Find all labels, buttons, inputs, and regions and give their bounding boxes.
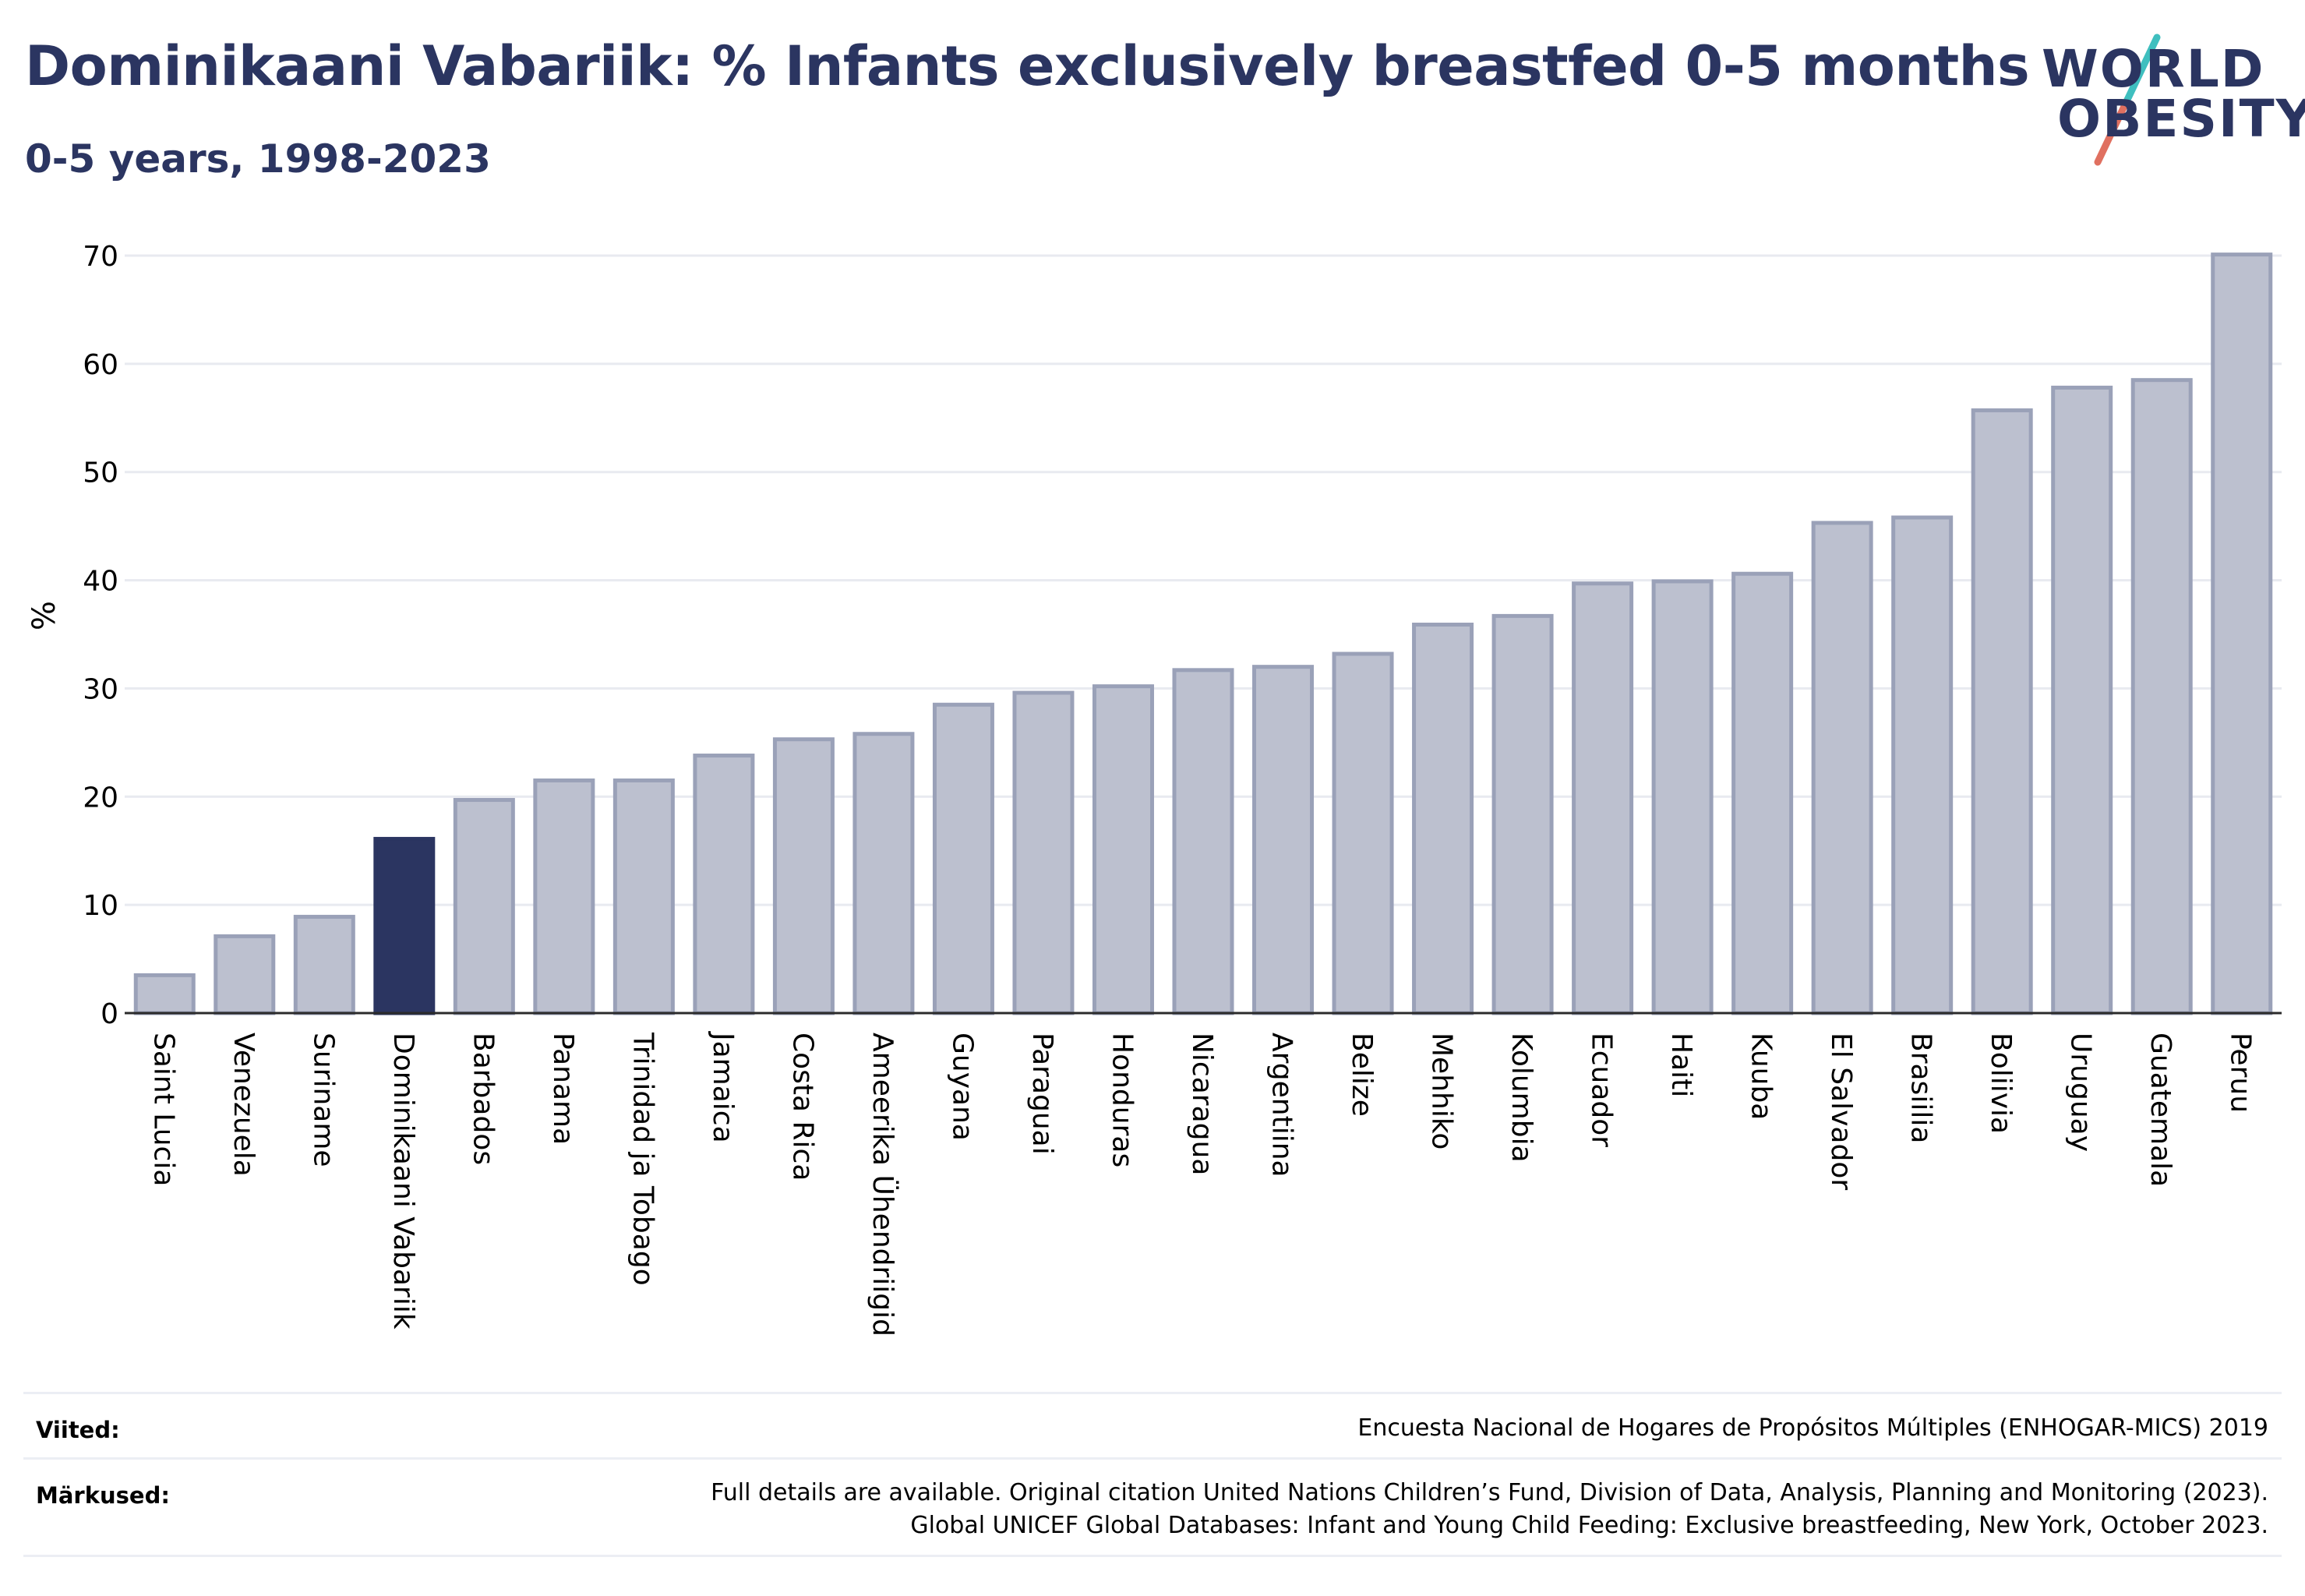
x-tick-label: Ecuador bbox=[1586, 1033, 1618, 1147]
bar-kolumbia bbox=[1491, 613, 1554, 1015]
x-tick-label: Ameerika Ühendriigid bbox=[867, 1033, 899, 1336]
x-tick-label: Dominikaani Vabariik bbox=[387, 1033, 419, 1329]
y-tick-label: 60 bbox=[83, 349, 118, 381]
y-tick-label: 10 bbox=[83, 890, 118, 922]
sources-label: Viited: bbox=[36, 1417, 120, 1443]
bar-honduras bbox=[1092, 684, 1154, 1015]
bar-argentiina bbox=[1252, 665, 1315, 1015]
bar-uruguay bbox=[2051, 385, 2113, 1015]
footer-divider-top bbox=[23, 1392, 2282, 1394]
y-tick-label: 70 bbox=[83, 241, 118, 273]
x-tick-label: Peruu bbox=[2225, 1033, 2257, 1113]
y-tick-label: 50 bbox=[83, 457, 118, 489]
bar-haiti bbox=[1651, 579, 1714, 1015]
bars bbox=[133, 252, 2273, 1015]
bar-guatemala bbox=[2130, 378, 2193, 1015]
notes-line-1: Full details are available. Original cit… bbox=[711, 1479, 2268, 1506]
sources-text: Encuesta Nacional de Hogares de Propósit… bbox=[1357, 1414, 2268, 1442]
bar-ecuador bbox=[1572, 581, 1634, 1015]
bar-suriname bbox=[293, 914, 355, 1015]
x-tick-label: Argentiina bbox=[1266, 1033, 1298, 1178]
bar-boliivia bbox=[1971, 408, 2033, 1015]
bar-jamaica bbox=[693, 754, 755, 1015]
x-tick-label: Suriname bbox=[307, 1033, 339, 1167]
x-tick-label: Trinidad ja Tobago bbox=[627, 1032, 658, 1286]
bar-peruu bbox=[2211, 252, 2273, 1015]
bar-dominikaani-vabariik bbox=[373, 836, 436, 1015]
world-obesity-logo: WORLD OBESITY bbox=[2026, 31, 2305, 171]
notes-label: Märkused: bbox=[36, 1482, 170, 1509]
x-tick-label: Barbados bbox=[467, 1033, 499, 1165]
y-tick-label: 0 bbox=[101, 998, 118, 1030]
logo-slash-icon bbox=[2094, 34, 2161, 166]
bar-brasiilia bbox=[1891, 515, 1954, 1015]
bar-kuuba bbox=[1731, 571, 1794, 1015]
bar-nicaragua bbox=[1172, 668, 1234, 1015]
bar-paraguai bbox=[1012, 690, 1075, 1015]
x-tick-label: Panama bbox=[547, 1033, 579, 1145]
bar-saint-lucia bbox=[133, 973, 196, 1015]
x-tick-label: Costa Rica bbox=[786, 1033, 818, 1181]
x-tick-label: Saint Lucia bbox=[147, 1033, 179, 1186]
bar-trinidad-ja-tobago bbox=[612, 778, 675, 1015]
x-tick-label: Belize bbox=[1346, 1033, 1378, 1117]
bar-costa-rica bbox=[772, 737, 835, 1015]
bar-ameerika-ühendriigid bbox=[852, 732, 915, 1015]
x-tick-label: Kolumbia bbox=[1505, 1033, 1537, 1163]
bar-barbados bbox=[453, 797, 515, 1015]
bar-guyana bbox=[932, 702, 994, 1015]
x-tick-label: Uruguay bbox=[2065, 1033, 2097, 1152]
y-tick-label: 40 bbox=[83, 566, 118, 598]
x-tick-label: Haiti bbox=[1665, 1033, 1697, 1097]
x-tick-label: Nicaragua bbox=[1186, 1033, 1218, 1175]
logo-text-world: WORLD bbox=[2042, 39, 2265, 99]
x-tick-label: Honduras bbox=[1106, 1033, 1138, 1167]
chart-subtitle: 0-5 years, 1998-2023 bbox=[25, 136, 491, 182]
bar-el-salvador bbox=[1811, 521, 1873, 1015]
logo-text-obesity: OBESITY bbox=[2057, 89, 2305, 149]
x-tick-label: Kuuba bbox=[1746, 1033, 1777, 1120]
y-tick-label: 30 bbox=[83, 673, 118, 705]
x-tick-label: Brasiilia bbox=[1905, 1033, 1937, 1143]
x-tick-label: Guyana bbox=[946, 1033, 978, 1141]
axes: 0 10 20 30 40 50 60 70 Saint Lucia Venezuela Surin… bbox=[83, 241, 2282, 1336]
bar-panama bbox=[533, 778, 595, 1015]
bar-chart: 0 10 20 30 40 50 60 70 Saint Lucia Venezuela Surin… bbox=[26, 241, 2282, 1336]
x-tick-label: Paraguai bbox=[1026, 1033, 1058, 1155]
x-tick-label: El Salvador bbox=[1825, 1033, 1857, 1190]
x-tick-label: Venezuela bbox=[228, 1033, 259, 1177]
x-tick-label: Guatemala bbox=[2144, 1033, 2176, 1187]
notes-line-2: Global UNICEF Global Databases: Infant a… bbox=[910, 1512, 2268, 1539]
chart-title: Dominikaani Vabariik: % Infants exclusiv… bbox=[25, 34, 2030, 98]
bar-belize bbox=[1332, 651, 1394, 1015]
footer-divider-middle bbox=[23, 1457, 2282, 1460]
x-tick-label: Jamaica bbox=[707, 1031, 739, 1143]
footer-divider-bottom bbox=[23, 1555, 2282, 1557]
bar-venezuela bbox=[214, 934, 276, 1015]
x-tick-label: Boliivia bbox=[1985, 1033, 2017, 1134]
x-tick-label: Mehhiko bbox=[1426, 1033, 1458, 1149]
y-tick-label: 20 bbox=[83, 782, 118, 814]
y-axis-label: % bbox=[26, 601, 62, 630]
bar-mehhiko bbox=[1412, 623, 1474, 1015]
